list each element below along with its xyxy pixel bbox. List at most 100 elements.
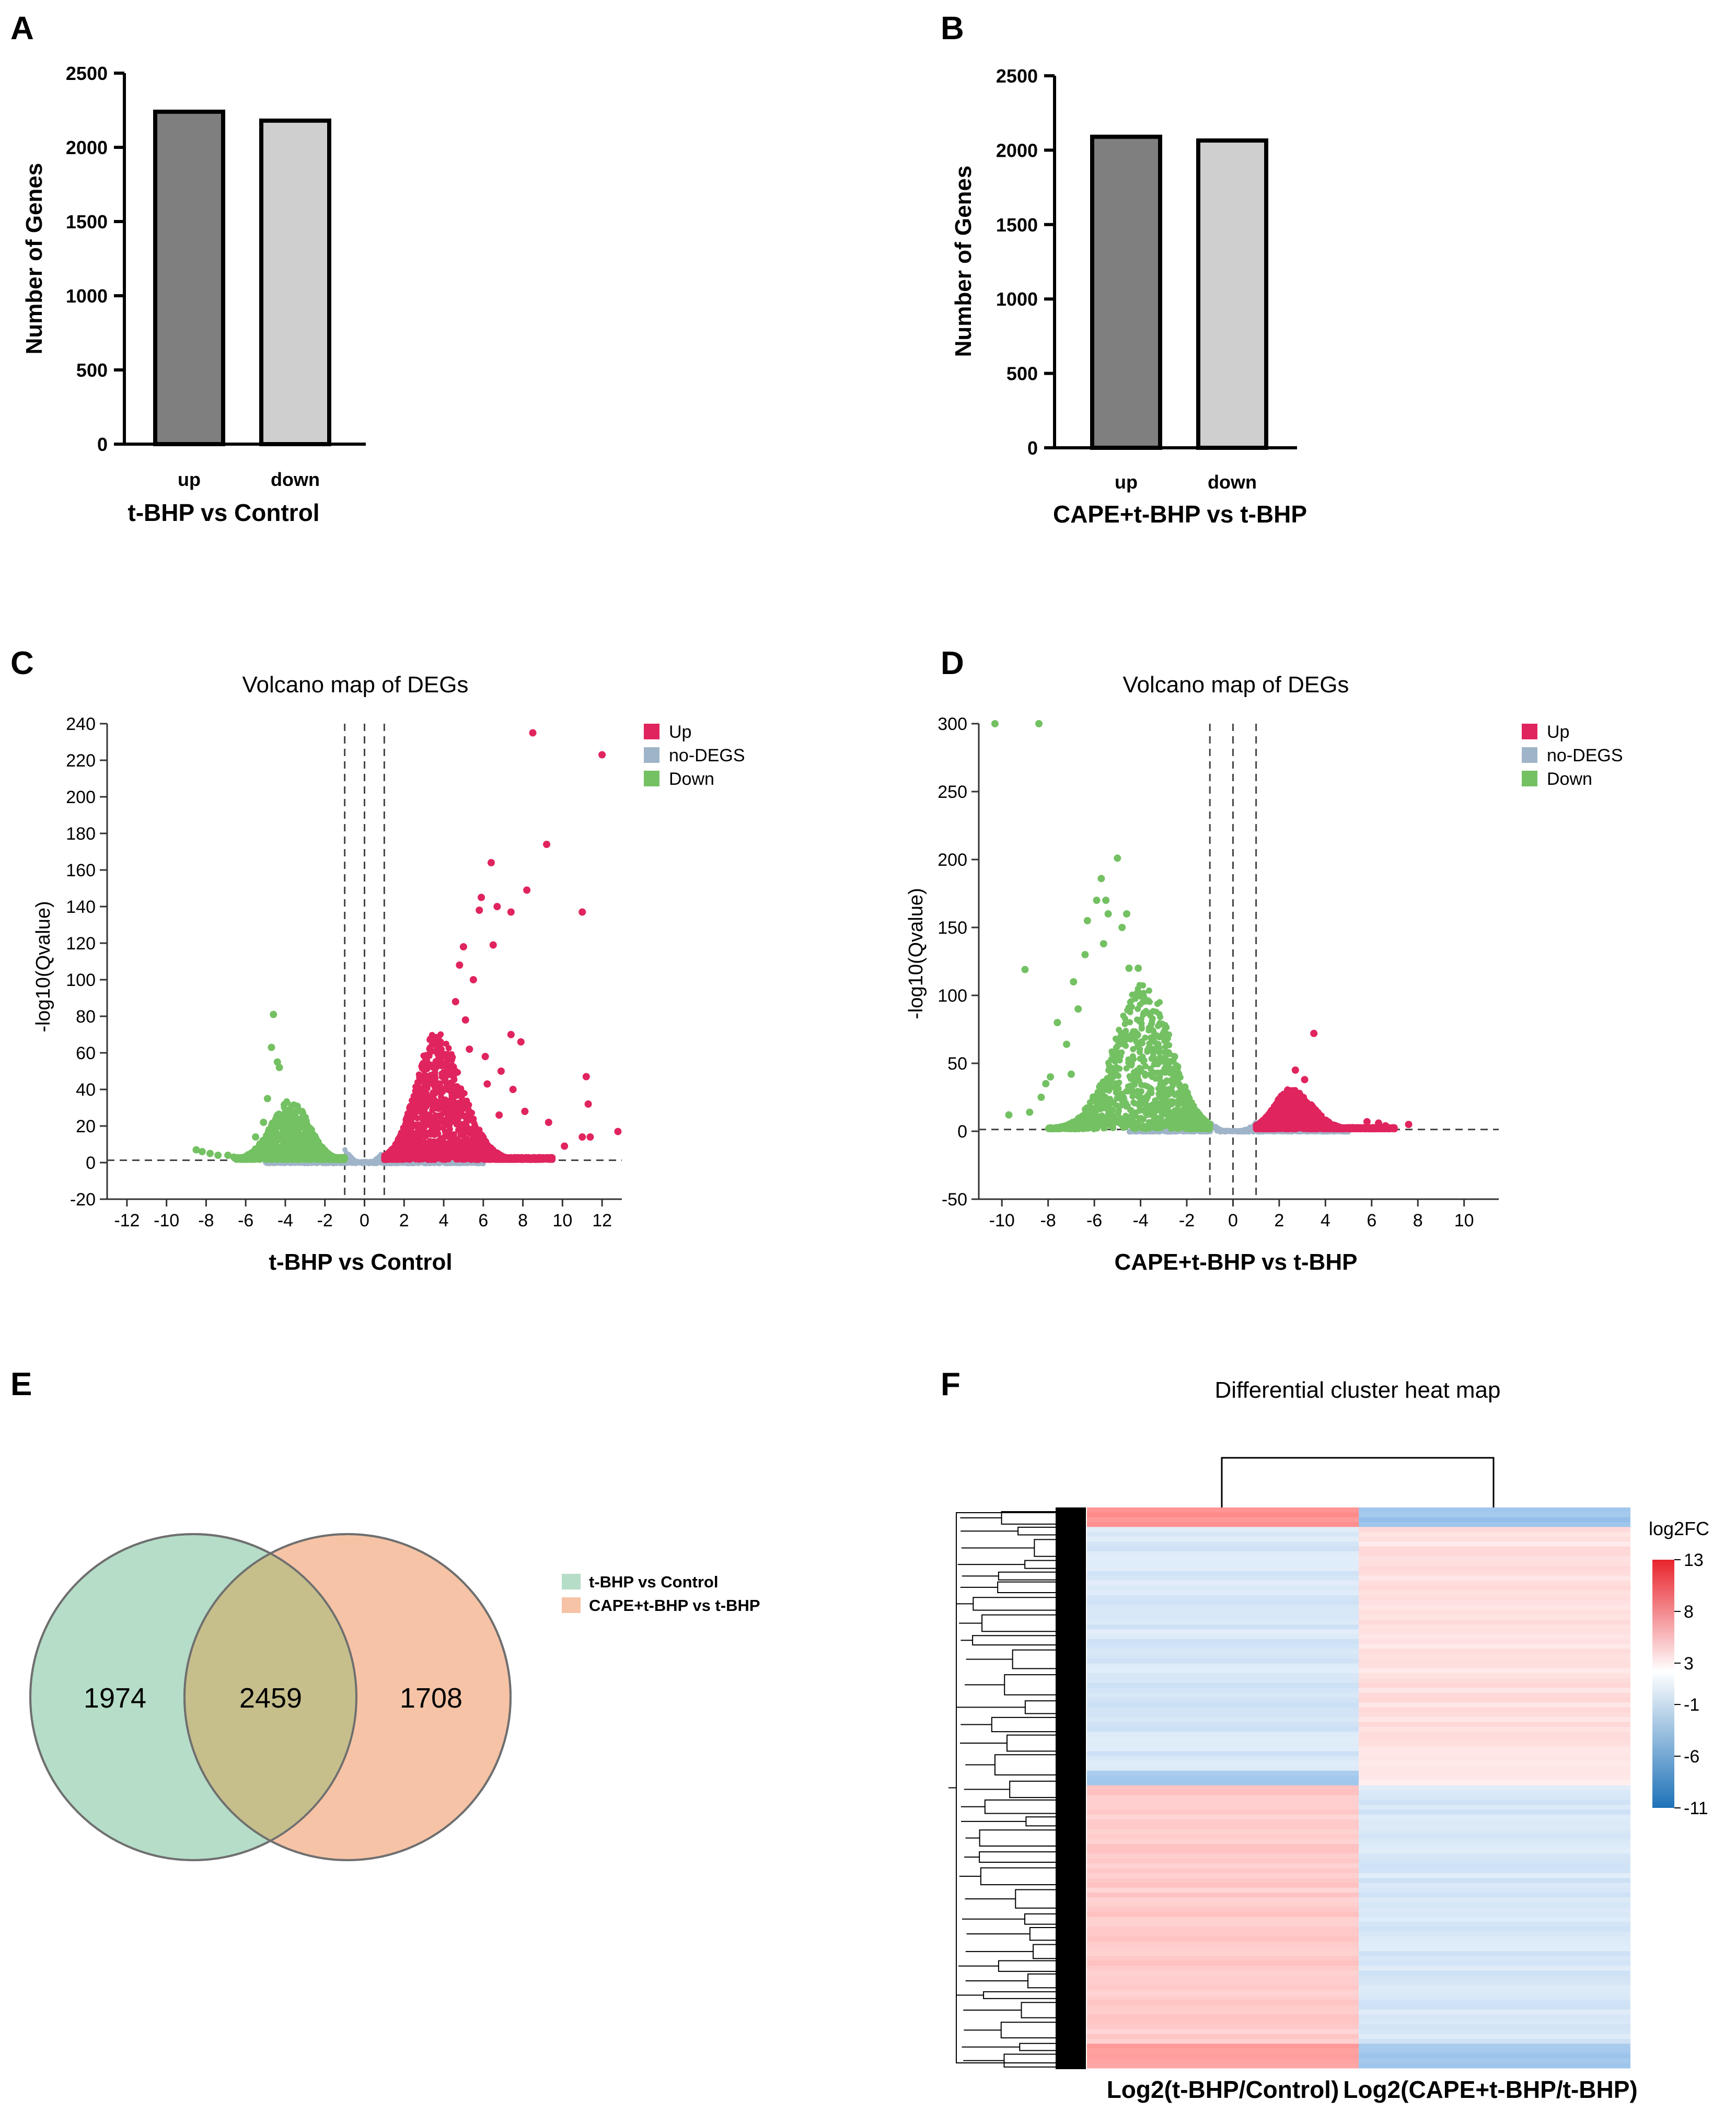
x-tick-label: 10	[1454, 1211, 1474, 1231]
point-up	[489, 941, 497, 949]
panel-c-guide-lines	[107, 724, 622, 1199]
panel-a-bars	[153, 109, 331, 446]
point-up	[582, 1073, 590, 1081]
point-up	[420, 1061, 427, 1067]
y-tick-label: 50	[947, 1054, 967, 1074]
point-up	[438, 1136, 445, 1143]
point-down	[326, 1153, 332, 1160]
point-up	[388, 1155, 395, 1162]
x-tick-label: 10	[552, 1211, 572, 1231]
point-up	[543, 841, 551, 848]
point-up	[469, 976, 477, 983]
point-up	[419, 1132, 426, 1139]
panel-c-legend: Up no-DEGS Down	[644, 722, 745, 789]
point-down	[289, 1102, 296, 1109]
point-up	[482, 1138, 489, 1144]
point-up	[381, 1155, 388, 1162]
y-tick-label: 80	[76, 1007, 96, 1027]
point-down	[198, 1148, 206, 1155]
point-up	[447, 1120, 454, 1127]
y-tick-label: 1500	[996, 214, 1038, 236]
point-up	[485, 1150, 492, 1157]
bar-down	[1196, 138, 1268, 450]
point-up	[545, 1155, 552, 1162]
x-tick-label: 0	[1228, 1211, 1238, 1231]
point-up	[437, 1086, 444, 1093]
point-down	[273, 1112, 280, 1119]
point-up	[444, 1152, 450, 1159]
panel-label-e: E	[10, 1366, 32, 1402]
y-tick-label: 100	[938, 986, 967, 1006]
point-up	[434, 1105, 441, 1112]
point-up	[424, 1116, 431, 1123]
x-tick-label: -10	[989, 1211, 1015, 1231]
point-up	[578, 908, 586, 916]
legend-swatch-up	[644, 724, 659, 739]
y-tick-label: 2000	[66, 137, 108, 158]
x-tick-label: 4	[1321, 1211, 1330, 1231]
point-up	[586, 1133, 594, 1141]
point-up	[408, 1122, 415, 1129]
legend-label-nodegs: no-DEGS	[669, 746, 745, 765]
point-up	[456, 961, 464, 969]
point-down	[284, 1125, 291, 1132]
point-up	[507, 908, 515, 916]
point-up	[483, 1080, 491, 1088]
point-up	[465, 1103, 472, 1110]
point-down	[275, 1064, 283, 1071]
point-down	[292, 1127, 298, 1133]
legend-swatch-nodegs	[644, 747, 659, 763]
point-up	[414, 1082, 421, 1088]
point-up	[432, 1074, 438, 1081]
point-down	[274, 1151, 281, 1158]
point-down	[252, 1133, 260, 1141]
point-up	[430, 1118, 436, 1124]
point-up	[446, 1125, 453, 1132]
y-tick-label: 120	[66, 934, 96, 954]
bar-up	[153, 109, 225, 446]
point-up	[509, 1086, 517, 1093]
point-down	[279, 1150, 286, 1156]
y-tick-label: 250	[938, 782, 967, 802]
point-up	[430, 1089, 436, 1096]
y-tick-label: 0	[97, 434, 108, 455]
x-tick-label: 2	[399, 1211, 409, 1231]
point-up	[402, 1117, 409, 1123]
point-up	[614, 1128, 622, 1135]
point-down	[257, 1154, 264, 1161]
point-up	[487, 859, 495, 866]
panel-a-ylabel: Number of Genes	[21, 163, 47, 355]
point-up	[448, 1057, 455, 1063]
point-up	[443, 1082, 450, 1089]
point-down	[290, 1109, 297, 1116]
point-up	[481, 1053, 489, 1060]
bar-up	[1090, 134, 1162, 450]
y-tick-label: 100	[66, 970, 96, 990]
y-tick-label: 1000	[996, 288, 1038, 310]
point-up	[446, 1131, 453, 1138]
point-up	[517, 1038, 525, 1046]
y-tick-label: 500	[76, 359, 108, 381]
y-tick-label: 0	[957, 1122, 967, 1142]
y-tick-label: 160	[66, 861, 96, 880]
point-up	[432, 1039, 438, 1046]
panel-d-ylabel: -log10(Qvalue)	[905, 888, 927, 1019]
point-up	[449, 1138, 456, 1145]
point-up	[503, 1156, 510, 1163]
point-up	[429, 1048, 436, 1054]
point-down	[300, 1146, 307, 1153]
point-up	[540, 1156, 547, 1163]
point-up	[470, 1155, 477, 1162]
point-up	[438, 1070, 445, 1077]
y-tick-label: 150	[938, 918, 967, 938]
point-down	[299, 1123, 306, 1130]
point-down	[306, 1146, 313, 1153]
point-up	[598, 751, 606, 759]
point-up	[395, 1149, 401, 1156]
point-down	[313, 1144, 319, 1151]
point-up	[455, 1127, 461, 1133]
point-down	[246, 1152, 253, 1159]
point-up	[393, 1141, 400, 1147]
